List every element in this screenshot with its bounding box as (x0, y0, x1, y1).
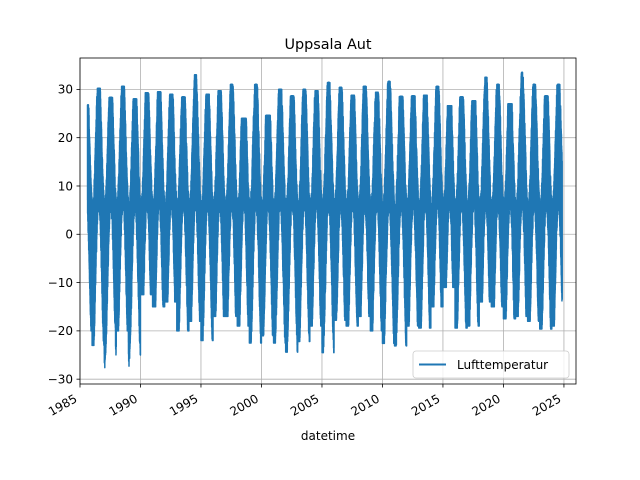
y-tick-label: 20 (58, 131, 73, 145)
y-tick-label: −10 (48, 276, 73, 290)
y-tick-label: −30 (48, 372, 73, 386)
legend-label-lufttemperatur: Lufttemperatur (457, 358, 548, 372)
y-tick-label: 10 (58, 179, 73, 193)
y-axis: −30 −20 −10 0 10 20 30 (48, 83, 80, 386)
legend-frame (412, 350, 570, 379)
x-axis-label: datetime (301, 429, 355, 443)
legend: Lufttemperatur (412, 350, 570, 379)
series-line-lufttemperatur (86, 71, 563, 369)
plot-frame (79, 57, 577, 385)
chart-title: Uppsala Aut (284, 37, 371, 53)
y-tick-label: 30 (58, 83, 73, 97)
y-tick-label: −20 (48, 324, 73, 338)
y-tick-label: 0 (65, 228, 73, 242)
series-layer (86, 71, 563, 369)
